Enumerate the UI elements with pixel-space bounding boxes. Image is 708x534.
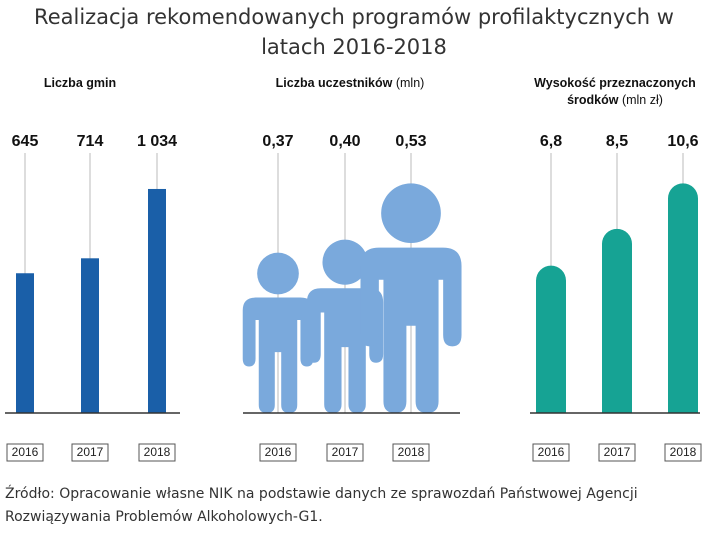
category-box xyxy=(326,443,364,462)
subtitle-text: Liczba gmin xyxy=(43,76,117,90)
source-note: Źródło: Opracowanie własne NIK na podsta… xyxy=(5,486,638,525)
title-text: Realizacja rekomendowanych programów pro… xyxy=(34,5,674,59)
bar xyxy=(668,183,698,413)
value-label: 1 034 xyxy=(137,133,177,150)
subtitle-box: Wysokość przeznaczonych środków (mln zł) xyxy=(530,75,700,109)
person-icon xyxy=(360,183,462,413)
category-box xyxy=(598,443,636,462)
value-label: 8,5 xyxy=(606,133,628,150)
bar xyxy=(148,188,166,413)
chart-subtitle: Wysokość przeznaczonych środków (mln zł) xyxy=(530,75,700,109)
value-label: 10,6 xyxy=(667,133,698,150)
chart-subtitle: Liczba uczestników (mln) xyxy=(250,75,450,92)
category-label: 2017 xyxy=(77,445,104,459)
category-label: 2018 xyxy=(670,445,697,459)
category-label: 2018 xyxy=(144,445,171,459)
category-box xyxy=(532,443,570,462)
category-box xyxy=(259,443,297,462)
page-title: Realizacja rekomendowanych programów pro… xyxy=(0,2,708,62)
category-box xyxy=(6,443,44,462)
category-label: 2017 xyxy=(332,445,359,459)
category-box xyxy=(664,443,702,462)
value-label: 0,53 xyxy=(395,133,426,150)
value-label: 6,8 xyxy=(540,133,562,150)
chart-subtitle: Liczba gmin xyxy=(0,75,160,92)
value-label: 645 xyxy=(12,133,39,150)
bar xyxy=(81,258,99,413)
value-label: 0,37 xyxy=(262,133,293,150)
bar xyxy=(16,273,34,413)
person-icon xyxy=(242,252,314,413)
subtitle-box: Liczba uczestników (mln) xyxy=(250,75,450,92)
category-box xyxy=(138,443,176,462)
subtitle-text: Wysokość przeznaczonych środków xyxy=(534,76,696,107)
category-label: 2018 xyxy=(398,445,425,459)
subtitle-box: Liczba gmin xyxy=(0,75,160,92)
bar xyxy=(602,228,632,413)
category-label: 2017 xyxy=(604,445,631,459)
value-label: 714 xyxy=(77,133,104,150)
subtitle-unit: (mln zł) xyxy=(621,93,663,107)
category-box xyxy=(392,443,430,462)
person-icon xyxy=(306,239,384,413)
subtitle-unit: (mln) xyxy=(395,76,425,90)
category-box xyxy=(71,443,109,462)
category-label: 2016 xyxy=(538,445,565,459)
value-label: 0,40 xyxy=(329,133,360,150)
category-label: 2016 xyxy=(265,445,292,459)
charts: Liczba gmin 645 2016 714 2017 1 034 2018 Liczba… xyxy=(0,75,702,462)
bar xyxy=(536,265,566,413)
subtitle-text: Liczba uczestników xyxy=(275,76,393,90)
category-label: 2016 xyxy=(12,445,39,459)
